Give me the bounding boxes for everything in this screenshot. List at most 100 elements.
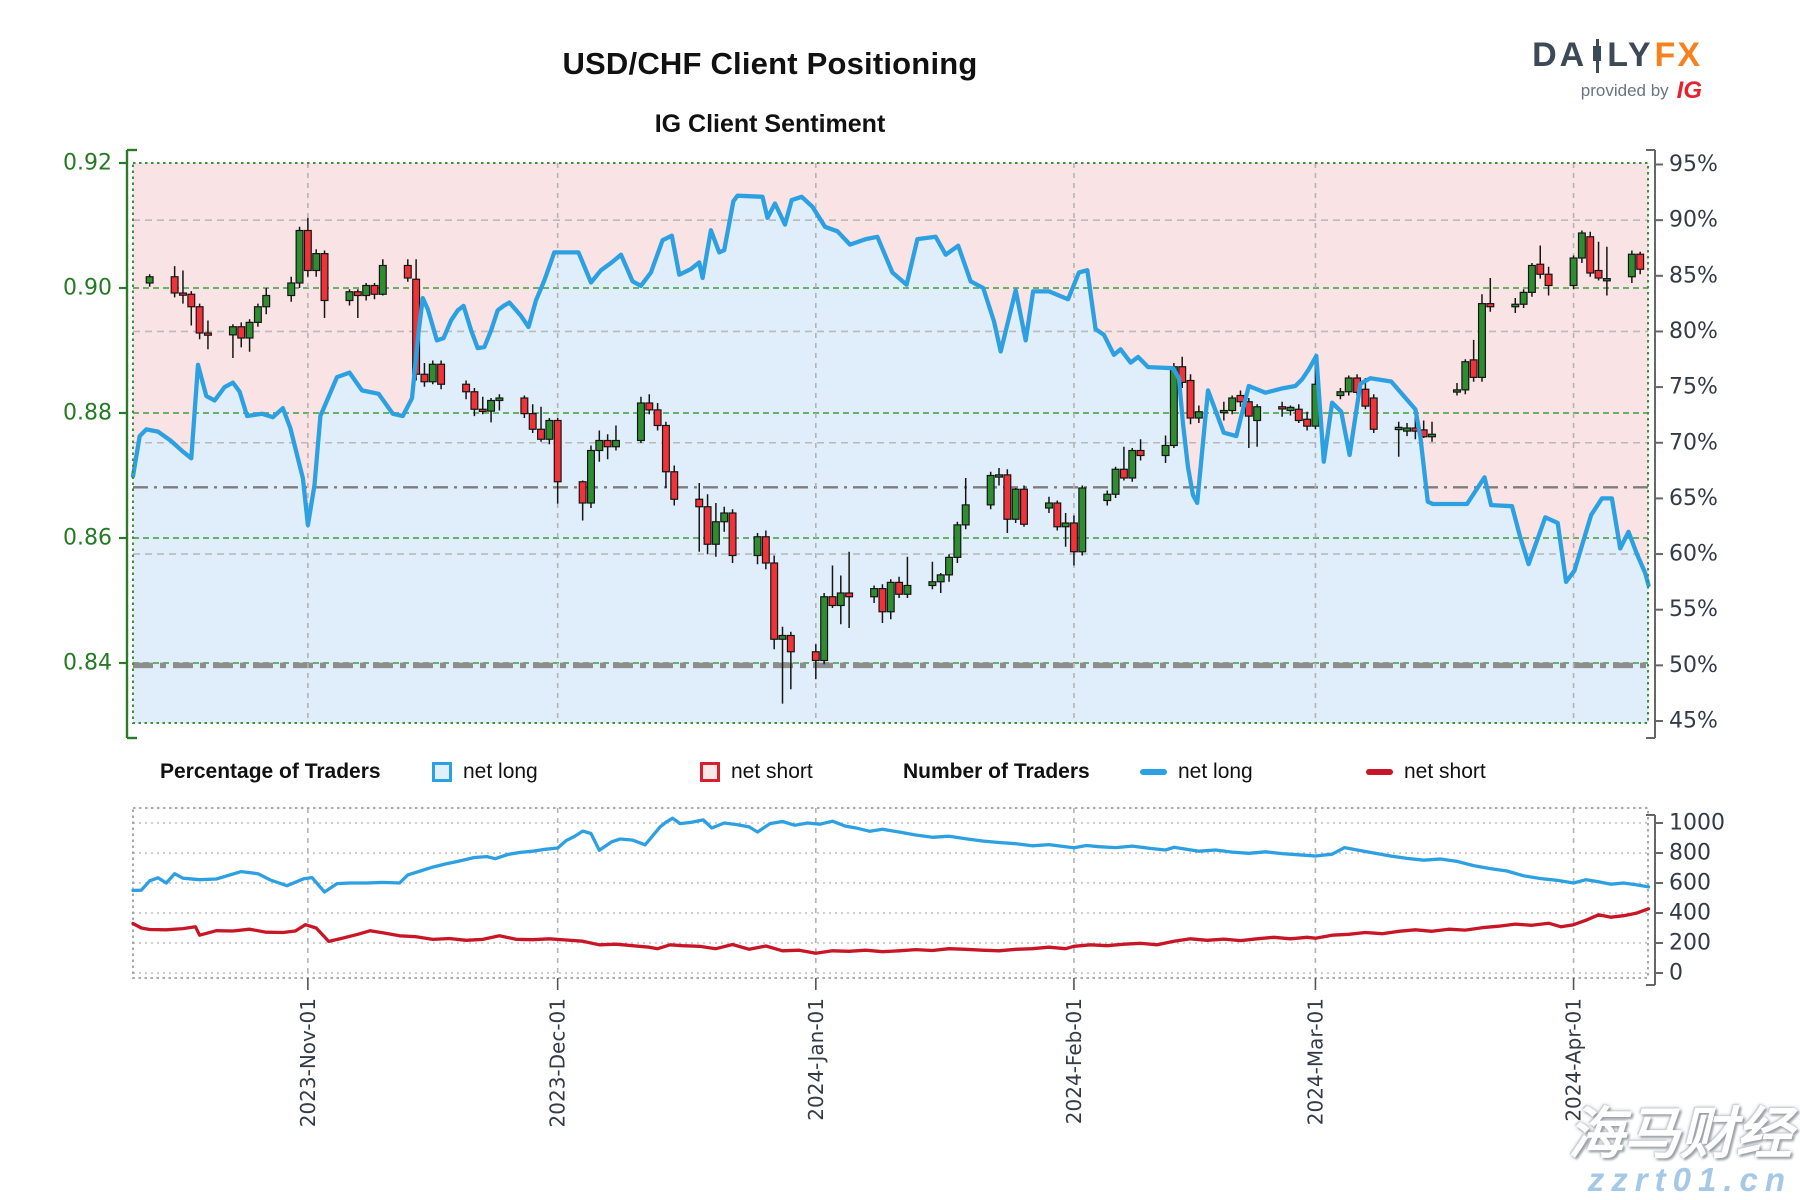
candlestick <box>1486 303 1495 308</box>
candlestick <box>345 291 354 302</box>
count-tick-label: 200 <box>1669 931 1711 956</box>
price-tick-label: 0.90 <box>63 276 112 301</box>
legend-net-long-text: net long <box>463 760 538 783</box>
candlestick <box>187 293 196 308</box>
candlestick <box>1078 487 1087 553</box>
candlestick <box>661 424 670 473</box>
candlestick <box>370 284 379 295</box>
dailyfx-logo: DA LY FX provided by IG <box>1532 36 1702 105</box>
net-long-swatch-icon <box>432 762 452 782</box>
candlestick <box>611 439 620 448</box>
chart-title: IG Client Sentiment <box>654 110 886 138</box>
candlestick <box>195 306 204 334</box>
count-tick-label: 1000 <box>1669 811 1725 836</box>
percent-tick-label: 45% <box>1669 709 1718 734</box>
candlestick <box>537 428 546 440</box>
candlestick <box>262 294 271 308</box>
percent-tick-label: 60% <box>1669 542 1718 567</box>
percent-tick-label: 70% <box>1669 430 1718 455</box>
candlestick <box>645 402 654 411</box>
candlestick <box>1577 232 1586 259</box>
candlestick <box>245 321 254 339</box>
candlestick <box>1544 273 1553 287</box>
candlestick <box>487 399 496 412</box>
candlestick <box>1236 394 1245 403</box>
legend-percent-net-long: net long <box>432 757 538 787</box>
candlestick <box>728 512 737 557</box>
candlestick <box>420 373 429 383</box>
candlestick <box>437 363 446 385</box>
x-axis-label: 2024-Feb-01 <box>1062 998 1086 1124</box>
logo-text-ly: LY <box>1607 36 1654 74</box>
legend-count-net-short: net short <box>1366 757 1486 787</box>
candlestick <box>595 439 604 452</box>
legend-count-net-long: net long <box>1140 757 1253 787</box>
candlestick <box>928 581 937 587</box>
provided-by-row: provided by IG <box>1532 77 1702 105</box>
candlestick <box>145 276 154 284</box>
candlestick <box>520 397 529 415</box>
candlestick <box>528 413 537 430</box>
candlestick <box>1303 418 1312 427</box>
candlestick <box>1169 366 1178 447</box>
page-title: USD/CHF Client Positioning <box>562 46 978 81</box>
candlestick <box>936 574 945 583</box>
candlestick <box>470 391 479 410</box>
legend-percent-text: Percentage of Traders <box>160 760 381 783</box>
candlestick <box>778 634 787 640</box>
candlestick <box>1369 397 1378 430</box>
provided-by-label: provided by <box>1580 81 1669 100</box>
candlestick <box>545 419 554 440</box>
candlestick <box>1627 253 1636 278</box>
candlestick <box>1519 291 1528 305</box>
candlestick <box>953 524 962 558</box>
candlestick <box>228 326 237 336</box>
candlestick <box>845 592 854 598</box>
candlestick-icon <box>1591 38 1603 73</box>
lower-plot-border <box>132 807 1649 979</box>
candlestick <box>1069 522 1078 553</box>
candlestick <box>320 253 329 302</box>
candlestick <box>553 419 562 483</box>
candlestick <box>1128 449 1137 479</box>
candlestick <box>886 581 895 613</box>
candlestick <box>1161 444 1170 457</box>
candlestick <box>870 588 879 598</box>
candlestick <box>1602 278 1611 282</box>
candlestick <box>720 512 729 523</box>
percent-tick-label: 65% <box>1669 486 1718 511</box>
net-short-zone-fill <box>133 163 1649 586</box>
count-tick-label: 400 <box>1669 901 1711 926</box>
candlestick <box>1511 303 1520 308</box>
candlestick <box>295 229 304 284</box>
candlestick <box>1344 377 1353 393</box>
candlestick <box>1136 449 1145 457</box>
price-tick-label: 0.88 <box>63 401 112 426</box>
candlestick <box>1253 406 1262 422</box>
candlestick <box>1119 468 1128 479</box>
traders-net-long-line <box>131 816 1651 894</box>
count-tick-label: 0 <box>1669 961 1683 986</box>
candlestick <box>495 397 504 402</box>
candlestick <box>1394 426 1403 431</box>
candlestick <box>695 498 704 508</box>
candlestick <box>828 596 837 607</box>
x-axis-label: 2024-Mar-01 <box>1303 998 1327 1125</box>
candlestick <box>770 562 779 640</box>
candlestick <box>428 363 437 383</box>
candlestick <box>1461 361 1470 391</box>
net-long-zone-fill <box>133 195 1649 723</box>
candlestick <box>995 474 1004 478</box>
candlestick <box>1019 488 1028 525</box>
candlestick <box>986 474 995 506</box>
candlestick <box>1244 401 1253 417</box>
candlestick <box>462 383 471 393</box>
candlestick <box>1527 264 1536 293</box>
candlestick <box>878 588 887 613</box>
legend-number-text: Number of Traders <box>903 760 1090 783</box>
ig-logo: IG <box>1676 77 1702 104</box>
candlestick <box>1403 427 1412 432</box>
candlestick <box>1469 359 1478 378</box>
